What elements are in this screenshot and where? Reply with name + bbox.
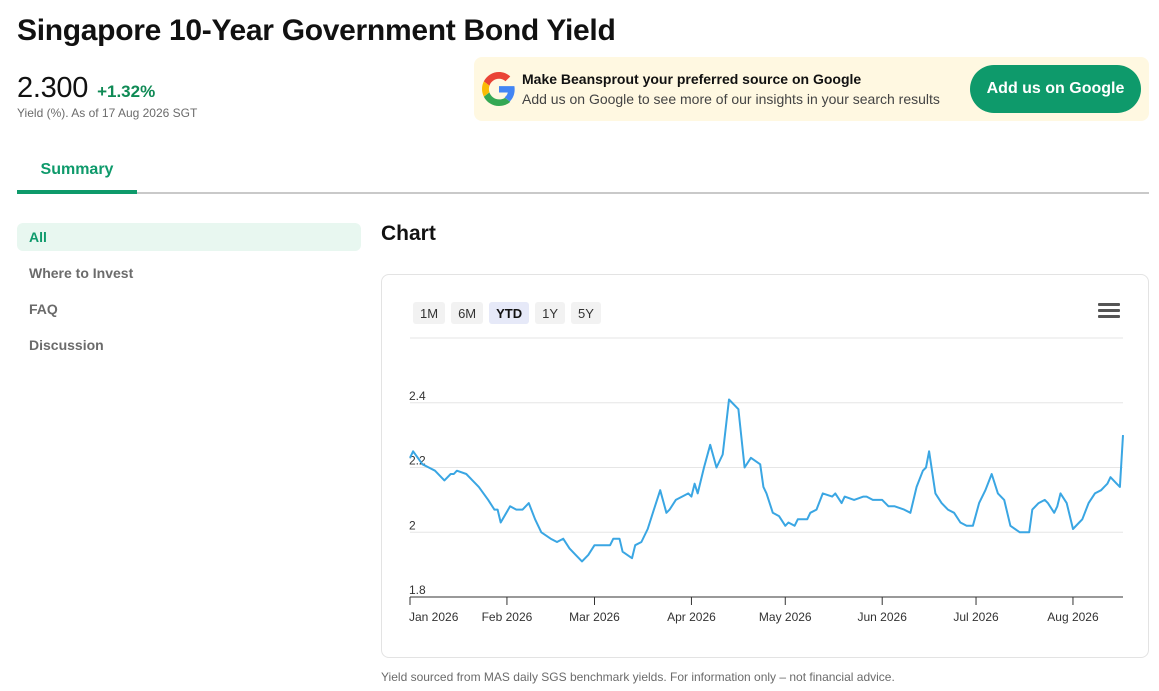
x-tick-label: Mar 2026 xyxy=(569,610,620,624)
range-1y-button[interactable]: 1Y xyxy=(535,302,566,324)
section-nav: All Where to Invest FAQ Discussion xyxy=(17,223,361,367)
range-6m-button[interactable]: 6M xyxy=(451,302,484,324)
x-tick-label: Feb 2026 xyxy=(482,610,533,624)
current-yield: 2.300 xyxy=(17,72,89,104)
range-selector: 1M 6M YTD 1Y 5Y xyxy=(413,302,607,324)
x-tick-label: Jan 2026 xyxy=(409,610,459,624)
google-source-banner: Make Beansprout your preferred source on… xyxy=(474,57,1149,121)
data-source-footnote: Yield sourced from MAS daily SGS benchma… xyxy=(381,670,895,684)
chart-card: 1.8 2 2.2 2.4 Jan 2026 Feb 2026 Mar 2026 Apr 20… xyxy=(381,274,1149,658)
yield-series-line xyxy=(409,398,1124,563)
y-tick-label: 2 xyxy=(409,518,416,532)
y-tick-label: 2.4 xyxy=(409,389,426,403)
chart-heading: Chart xyxy=(381,222,436,245)
range-ytd-button[interactable]: YTD xyxy=(489,302,530,324)
range-1m-button[interactable]: 1M xyxy=(413,302,446,324)
sidenav-item-discussion[interactable]: Discussion xyxy=(29,337,104,353)
hamburger-menu-icon[interactable] xyxy=(1098,303,1120,321)
x-tick-label: May 2026 xyxy=(759,610,812,624)
range-5y-button[interactable]: 5Y xyxy=(571,302,601,324)
promo-title: Make Beansprout your preferred source on… xyxy=(522,71,862,87)
sidenav-item-all[interactable]: All xyxy=(17,223,361,251)
y-tick-label: 1.8 xyxy=(409,583,426,597)
tab-summary[interactable]: Summary xyxy=(17,148,137,194)
x-tick-label: Jul 2026 xyxy=(953,610,999,624)
yield-change: +1.32% xyxy=(97,82,156,101)
as-of-label: Yield (%). As of 17 Aug 2026 SGT xyxy=(17,106,198,120)
x-tick-label: Aug 2026 xyxy=(1047,610,1099,624)
x-tick-label: Apr 2026 xyxy=(667,610,716,624)
sidenav-item-where-to-invest[interactable]: Where to Invest xyxy=(29,265,134,281)
google-logo-icon xyxy=(482,72,515,106)
add-us-on-google-button[interactable]: Add us on Google xyxy=(970,65,1141,113)
tab-bar: Summary xyxy=(17,148,1149,194)
sidenav-item-faq[interactable]: FAQ xyxy=(29,301,58,317)
x-tick-label: Jun 2026 xyxy=(858,610,908,624)
page-title: Singapore 10-Year Government Bond Yield xyxy=(17,14,616,47)
promo-subtitle: Add us on Google to see more of our insi… xyxy=(522,91,940,107)
quote-summary: 2.300 +1.32% xyxy=(17,72,155,105)
